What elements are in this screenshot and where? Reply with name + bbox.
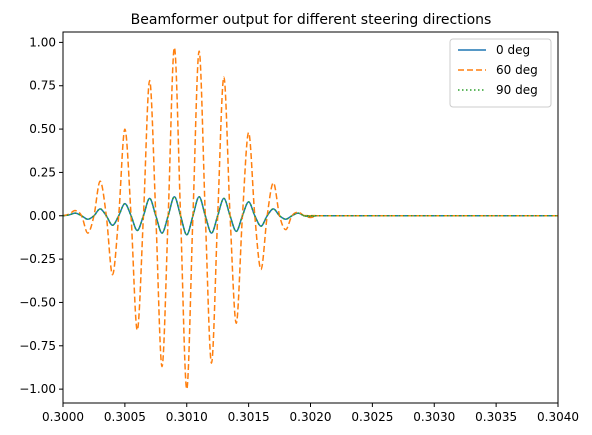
chart-title: Beamformer output for different steering… [131, 12, 492, 28]
x-tick-label: 0.3025 [351, 410, 393, 424]
plot-series-group [63, 46, 558, 390]
y-tick-label: 1.00 [29, 35, 56, 49]
y-tick-label: −0.25 [19, 252, 56, 266]
x-tick-label: 0.3035 [475, 410, 517, 424]
y-tick-label: −0.75 [19, 339, 56, 353]
x-tick-label: 0.3010 [166, 410, 208, 424]
y-tick-label: 0.00 [29, 209, 56, 223]
legend-label: 90 deg [496, 83, 538, 97]
series-line-60-deg [63, 46, 558, 390]
x-tick-label: 0.3000 [42, 410, 84, 424]
legend: 0 deg 60 deg 90 deg [449, 38, 552, 108]
y-axis: −1.00 −0.75 −0.50 −0.25 0.00 0.25 0.50 0.75 1.00 [19, 35, 63, 396]
series-line-90-deg [63, 195, 558, 236]
x-tick-label: 0.3030 [413, 410, 455, 424]
x-tick-label: 0.3040 [537, 410, 579, 424]
y-tick-label: 0.50 [29, 122, 56, 136]
y-tick-label: 0.75 [29, 79, 56, 93]
y-tick-label: −0.50 [19, 295, 56, 309]
x-tick-label: 0.3005 [104, 410, 146, 424]
x-axis: 0.3000 0.3005 0.3010 0.3015 0.3020 0.3025 0.30… [42, 403, 579, 424]
x-tick-label: 0.3020 [290, 410, 332, 424]
legend-label: 0 deg [496, 43, 530, 57]
legend-label: 60 deg [496, 63, 538, 77]
y-tick-label: −1.00 [19, 382, 56, 396]
y-tick-label: 0.25 [29, 165, 56, 179]
x-tick-label: 0.3015 [228, 410, 270, 424]
